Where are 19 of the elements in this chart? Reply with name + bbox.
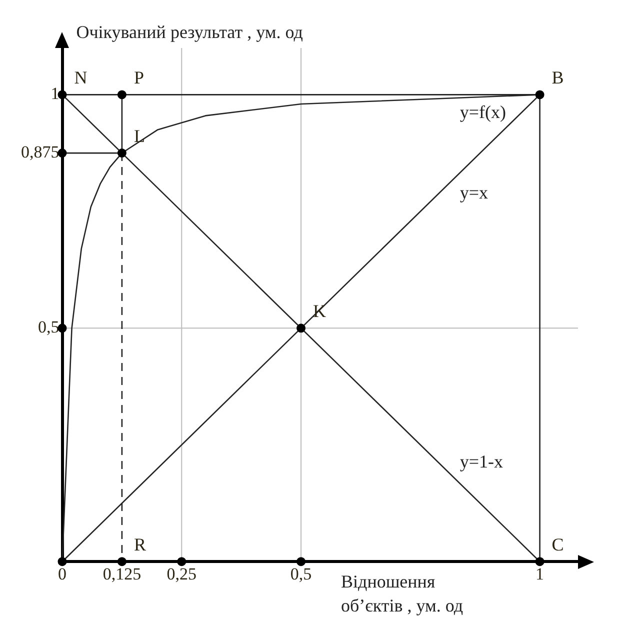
- series-label: y=f(x): [460, 102, 506, 122]
- y-tick-label: 0,875: [21, 142, 60, 162]
- annotation: B: [552, 68, 564, 88]
- series-label: y=1-x: [460, 452, 503, 472]
- annotation: C: [552, 534, 564, 555]
- y-axis-title: Очікуваний результат , ум. од: [76, 22, 303, 42]
- annotation: P: [134, 68, 144, 88]
- annotation: N: [74, 68, 88, 88]
- x-tick-label: 1: [536, 564, 544, 584]
- y-tick-label: 1: [50, 84, 60, 104]
- x-tick-label: 0,5: [290, 564, 312, 584]
- x-tick-label: 0,125: [102, 564, 142, 584]
- series-label: y=x: [460, 182, 488, 203]
- y-tick-label: 0,5: [38, 318, 60, 337]
- annotation: L: [134, 126, 145, 146]
- annotation: R: [134, 534, 146, 555]
- x-axis-title: Відношення об’єктів , ум. од: [341, 572, 464, 616]
- x-tick-label: 0: [58, 564, 66, 584]
- x-tick-label: 0,25: [166, 564, 197, 584]
